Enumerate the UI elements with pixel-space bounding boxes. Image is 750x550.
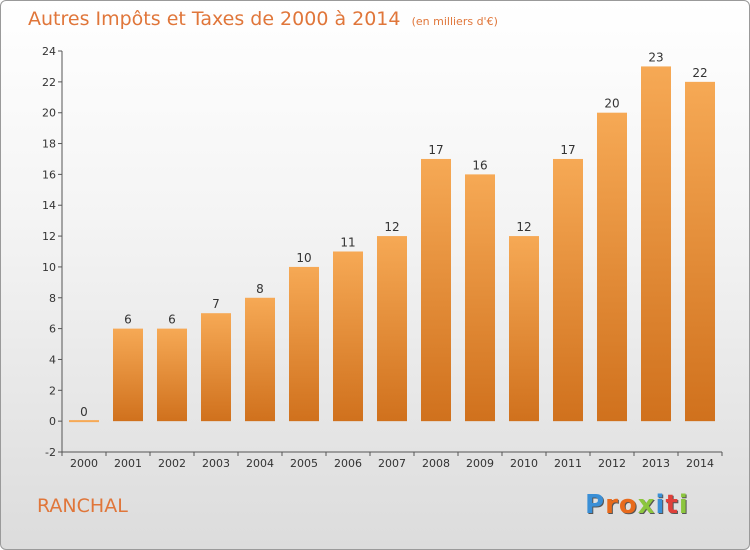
bar bbox=[597, 112, 627, 422]
bar bbox=[553, 158, 583, 422]
data-label: 22 bbox=[692, 66, 707, 80]
x-tick-label: 2003 bbox=[202, 457, 230, 470]
brand-letter: r bbox=[605, 490, 619, 520]
y-tick-label: 16 bbox=[42, 168, 56, 181]
chart-subtitle: (en milliers d'€) bbox=[411, 15, 498, 28]
data-label: 7 bbox=[212, 297, 220, 311]
data-label: 10 bbox=[296, 251, 311, 265]
x-tick-label: 2004 bbox=[246, 457, 274, 470]
y-tick-label: 14 bbox=[42, 199, 56, 212]
bar bbox=[421, 158, 451, 422]
brand-letter: x bbox=[637, 490, 656, 520]
bar bbox=[245, 297, 275, 422]
y-tick-label: 10 bbox=[42, 261, 56, 274]
bar bbox=[465, 174, 495, 422]
bar bbox=[377, 236, 407, 422]
data-label: 16 bbox=[472, 158, 487, 172]
y-tick-label: 4 bbox=[49, 353, 56, 366]
data-label: 20 bbox=[604, 97, 619, 111]
brand-letter: o bbox=[618, 490, 638, 520]
data-label: 0 bbox=[80, 405, 88, 419]
y-tick-label: 0 bbox=[49, 415, 56, 428]
title-row: Autres Impôts et Taxes de 2000 à 2014 (e… bbox=[28, 8, 498, 30]
x-tick-label: 2013 bbox=[642, 457, 670, 470]
bar bbox=[113, 328, 143, 422]
brand-letter: t bbox=[665, 490, 679, 520]
x-tick-label: 2010 bbox=[510, 457, 538, 470]
y-tick-label: 8 bbox=[49, 292, 56, 305]
x-tick-label: 2012 bbox=[598, 457, 626, 470]
brand-letter: P bbox=[585, 490, 606, 520]
x-tick-label: 2001 bbox=[114, 457, 142, 470]
bar bbox=[641, 66, 671, 422]
y-tick-label: 12 bbox=[42, 230, 56, 243]
bar bbox=[685, 81, 715, 422]
bar bbox=[333, 251, 363, 422]
x-tick-label: 2007 bbox=[378, 457, 406, 470]
data-label: 8 bbox=[256, 282, 264, 296]
data-label: 12 bbox=[516, 220, 531, 234]
chart-bars bbox=[69, 66, 715, 423]
x-tick-label: 2005 bbox=[290, 457, 318, 470]
y-tick-label: 24 bbox=[42, 45, 56, 58]
bar bbox=[509, 236, 539, 422]
data-label: 17 bbox=[428, 143, 443, 157]
data-label: 11 bbox=[340, 236, 355, 250]
brand-logo: Proxiti bbox=[585, 490, 689, 520]
brand-letter: i bbox=[678, 490, 689, 520]
bar bbox=[289, 266, 319, 422]
x-tick-label: 2014 bbox=[686, 457, 714, 470]
brand-letter: i bbox=[655, 490, 666, 520]
y-tick-label: 2 bbox=[49, 384, 56, 397]
chart-title: Autres Impôts et Taxes de 2000 à 2014 bbox=[28, 8, 401, 30]
bar bbox=[201, 313, 231, 422]
x-tick-label: 2011 bbox=[554, 457, 582, 470]
y-tick-label: 20 bbox=[42, 107, 56, 120]
data-label: 23 bbox=[648, 50, 663, 64]
x-tick-label: 2002 bbox=[158, 457, 186, 470]
y-tick-label: 22 bbox=[42, 76, 56, 89]
y-tick-label: 18 bbox=[42, 138, 56, 151]
bar bbox=[157, 328, 187, 422]
data-label: 6 bbox=[124, 313, 132, 327]
data-label: 17 bbox=[560, 143, 575, 157]
x-tick-label: 2000 bbox=[70, 457, 98, 470]
chart-labels: 0 6 6 7 8 10 11 12 17 16 12 17 20 23 22 bbox=[80, 50, 707, 419]
x-tick-label: 2009 bbox=[466, 457, 494, 470]
x-tick-label: 2006 bbox=[334, 457, 362, 470]
x-tick-label: 2008 bbox=[422, 457, 450, 470]
y-tick-label: 6 bbox=[49, 323, 56, 336]
y-tick-label: -2 bbox=[45, 446, 56, 459]
data-label: 6 bbox=[168, 313, 176, 327]
place-name: RANCHAL bbox=[37, 495, 128, 517]
data-label: 12 bbox=[384, 220, 399, 234]
